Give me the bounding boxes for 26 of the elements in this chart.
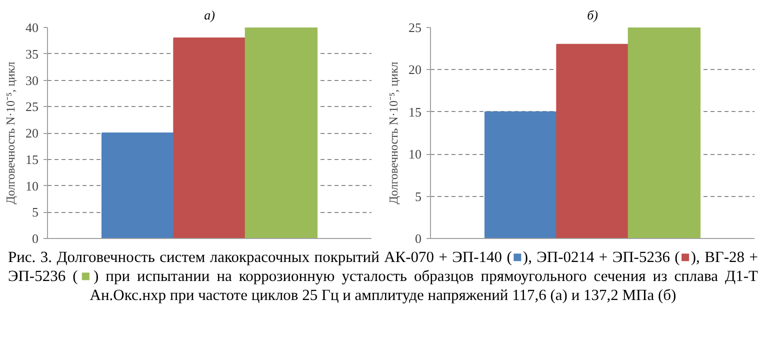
text: Рис. 3. Долговечность систем лакокрасочных покрытий АК-070 + ЭП-140 (■), ЭП-0214 + ЭП-5236 (■), ВГ-28 + ЭП-5236 (■) при испытании на коррозионную усталость образцов прямоугольного сечения из сплава Д1-Т Ан.Окс.нхр при частоте циклов 25 Гц и амплитуде напряжений 117,6 (а) и 137,2 МПа (б) bbox=[8, 249, 758, 304]
y-tick-label: 0 bbox=[32, 231, 38, 246]
y-tick-label: 20 bbox=[408, 62, 422, 78]
y-tick-label: 25 bbox=[26, 99, 38, 114]
y-axis-title: Долговечность N·10⁻⁵, цикл bbox=[4, 62, 18, 204]
chart-title: б) bbox=[587, 8, 598, 22]
y-tick-label: 5 bbox=[32, 204, 38, 220]
chart-title: а) bbox=[204, 8, 215, 22]
y-tick-label: 20 bbox=[26, 126, 38, 140]
bar bbox=[484, 111, 558, 238]
bar bbox=[556, 44, 629, 238]
bar bbox=[173, 38, 246, 238]
bar bbox=[101, 132, 174, 238]
y-tick-label: 30 bbox=[26, 72, 38, 88]
y-tick-label: 40 bbox=[26, 20, 38, 35]
y-tick-label: 10 bbox=[408, 146, 422, 162]
y-tick-label: 10 bbox=[26, 178, 38, 194]
y-axis-title: Долговечность N·10⁻⁵, цикл bbox=[386, 62, 400, 204]
y-tick-label: 25 bbox=[408, 20, 422, 35]
y-tick-label: 15 bbox=[26, 152, 38, 167]
y-tick-label: 0 bbox=[415, 231, 422, 246]
bar bbox=[628, 28, 701, 238]
y-tick-label: 35 bbox=[26, 46, 38, 62]
y-tick-label: 15 bbox=[408, 104, 422, 120]
y-tick-label: 5 bbox=[415, 188, 422, 204]
bar bbox=[244, 28, 318, 238]
